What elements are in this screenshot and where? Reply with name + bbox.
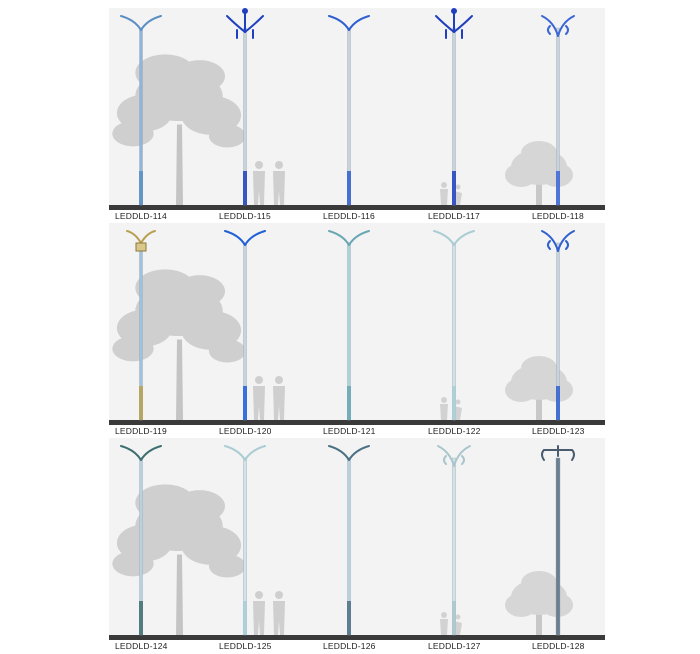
tree-silhouette [112,269,246,420]
lamp-head [541,445,575,461]
streetlight-pole [120,15,162,206]
streetlight-pole [224,445,266,636]
people-silhouette [253,591,285,635]
model-code-label: LEDDLD-123 [532,426,585,436]
pole-base-band [556,386,560,420]
pole-base-band [243,601,247,635]
streetlight-pole [120,445,162,636]
tree-silhouette [505,571,573,635]
model-code-label: LEDDLD-119 [115,426,167,436]
pole-base-band [139,386,143,420]
streetlight-pole [328,445,370,636]
streetlight-pole [224,230,266,421]
pole-base-band [243,171,247,205]
tree-silhouette [505,356,573,420]
people-silhouette [253,376,285,420]
pole-shaft [555,457,561,636]
lamp-head [224,230,266,246]
lamp-head [120,15,162,31]
model-code-label: LEDDLD-120 [219,426,272,436]
catalog-row: LEDDLD-124 LEDDLD-125 LEDDLD-126 LEDDLD-127… [109,438,605,651]
model-code-label: LEDDLD-127 [428,641,481,651]
pole-base-band [452,171,456,205]
children-silhouette [440,612,462,635]
tree-silhouette [112,484,246,635]
pole-base-band [243,386,247,420]
model-code-label: LEDDLD-125 [219,641,272,651]
pole-base-band [139,171,143,205]
lamp-head [541,15,575,37]
ground-strip [109,420,605,425]
pole-base-band [347,601,351,635]
model-code-label: LEDDLD-117 [428,211,480,221]
lamp-head [224,445,266,461]
streetlight-pole [433,230,475,421]
lamp-head [328,445,370,461]
pole-base-band [139,601,143,635]
lamp-head [328,230,370,246]
streetlight-pole [541,230,575,421]
model-code-label: LEDDLD-116 [323,211,375,221]
children-silhouette [440,397,462,420]
streetlight-pole [126,230,156,421]
catalog-row: LEDDLD-119 LEDDLD-120 LEDDLD-121 LEDDLD-122… [109,223,605,436]
lamp-head [226,8,264,39]
lamp-head [328,15,370,31]
row-illustration [112,230,575,421]
streetlight-pole [226,8,264,206]
lamp-head [433,230,475,246]
streetlight-pole [435,8,473,206]
lamp-head [437,445,471,467]
model-code-label: LEDDLD-126 [323,641,376,651]
model-code-label: LEDDLD-128 [532,641,585,651]
people-silhouette [253,161,285,205]
model-code-label: LEDDLD-124 [115,641,168,651]
model-code-label: LEDDLD-122 [428,426,481,436]
streetlight-pole [328,15,370,206]
lamp-head [541,230,575,252]
catalog-row: LEDDLD-114 LEDDLD-115 LEDDLD-116 LEDDLD-117… [109,8,605,221]
streetlight-pole [541,445,575,636]
row-illustration [112,8,575,206]
pole-base-band [452,386,456,420]
tree-silhouette [505,141,573,205]
ground-strip [109,635,605,640]
model-code-label: LEDDLD-118 [532,211,584,221]
streetlight-pole [437,445,471,636]
pole-base-band [556,171,560,205]
children-silhouette [440,182,462,205]
model-code-label: LEDDLD-121 [323,426,376,436]
pole-base-band [347,171,351,205]
pole-base-band [452,601,456,635]
streetlight-pole [328,230,370,421]
lamp-head [435,8,473,39]
streetlight-pole [541,15,575,206]
lamp-head [126,230,156,252]
pole-base-band [347,386,351,420]
lamp-head [120,445,162,461]
row-illustration [112,445,575,636]
tree-silhouette [112,54,246,205]
ground-strip [109,205,605,210]
model-code-label: LEDDLD-114 [115,211,167,221]
model-code-label: LEDDLD-115 [219,211,271,221]
